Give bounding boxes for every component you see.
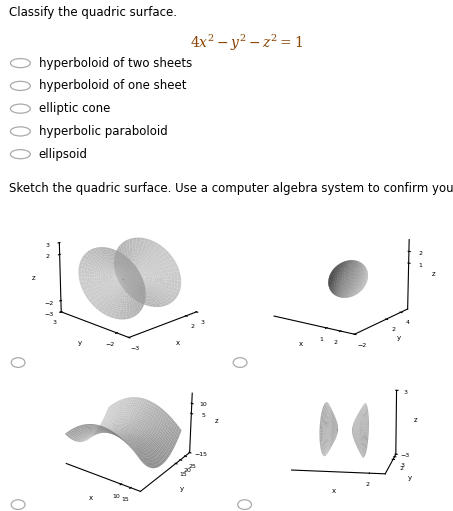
X-axis label: x: x (89, 495, 93, 501)
Y-axis label: y: y (180, 486, 184, 492)
Text: elliptic cone: elliptic cone (39, 102, 110, 115)
Text: hyperboloid of two sheets: hyperboloid of two sheets (39, 57, 192, 69)
X-axis label: x: x (176, 340, 180, 346)
Text: hyperbolic paraboloid: hyperbolic paraboloid (39, 125, 167, 138)
Text: Sketch the quadric surface. Use a computer algebra system to confirm your sketch: Sketch the quadric surface. Use a comput… (9, 182, 453, 195)
Text: Classify the quadric surface.: Classify the quadric surface. (9, 6, 177, 19)
Y-axis label: y: y (77, 340, 82, 346)
Text: $4x^2 - y^2 - z^2 = 1$: $4x^2 - y^2 - z^2 = 1$ (190, 33, 304, 54)
X-axis label: x: x (299, 341, 303, 347)
Y-axis label: y: y (407, 475, 412, 481)
Y-axis label: y: y (397, 335, 401, 341)
X-axis label: x: x (332, 489, 336, 494)
Text: ellipsoid: ellipsoid (39, 148, 87, 160)
Text: hyperboloid of one sheet: hyperboloid of one sheet (39, 79, 186, 92)
